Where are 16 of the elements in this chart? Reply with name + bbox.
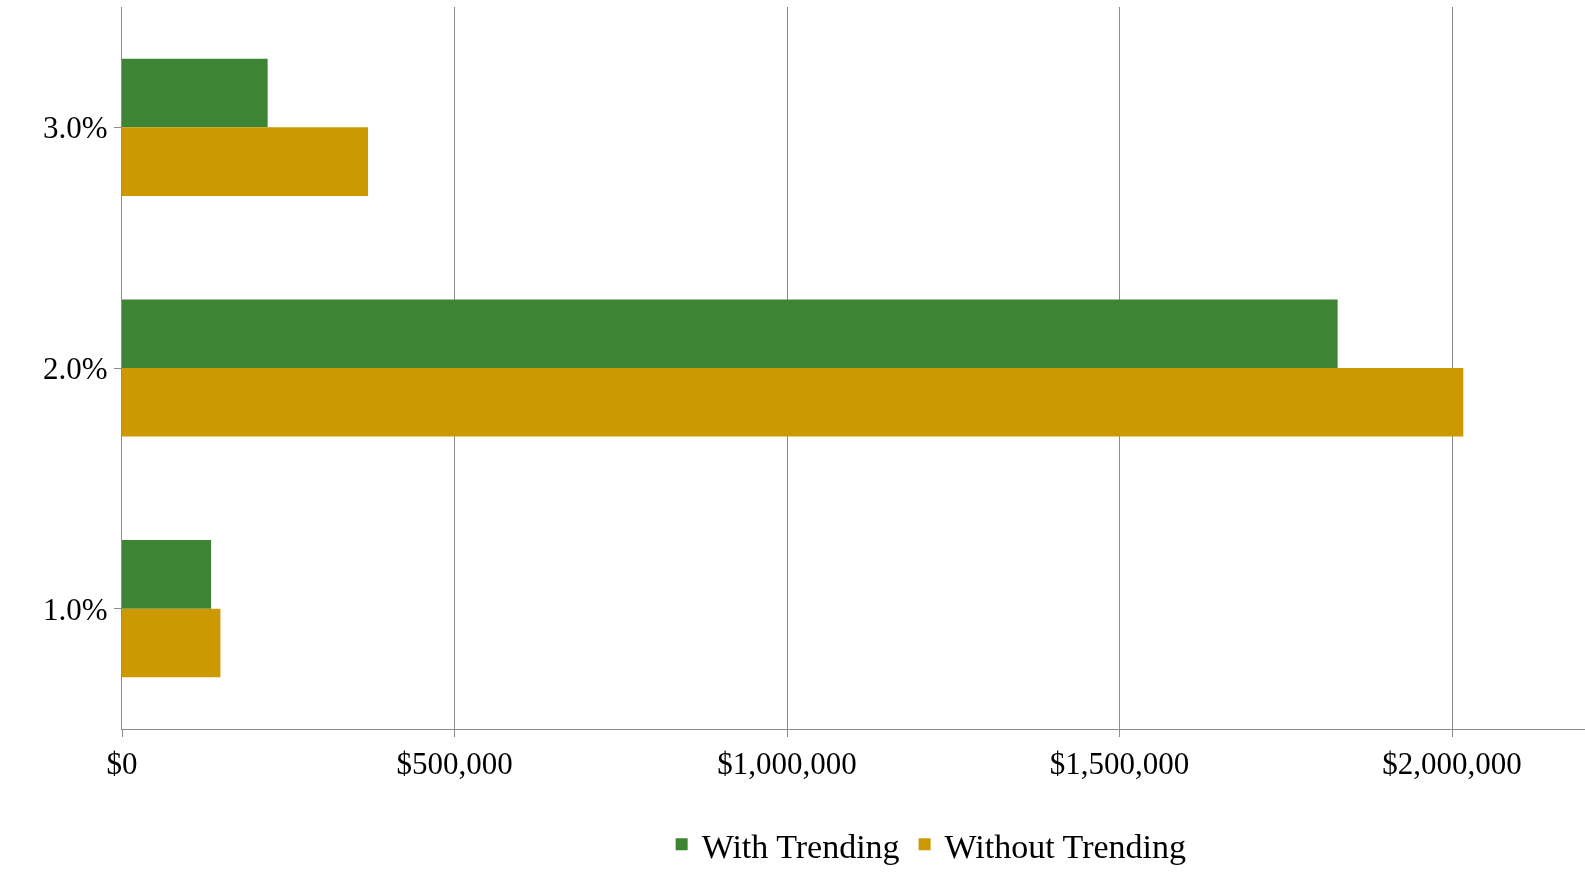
- bar: [122, 127, 369, 196]
- bar: [122, 608, 221, 678]
- y-tick-label: 2.0%: [43, 350, 108, 386]
- bar: [122, 299, 1338, 368]
- bar: [122, 58, 268, 128]
- bar: [122, 368, 1464, 437]
- legend-label: Without Trending: [944, 827, 1186, 865]
- x-tick-label: $0: [106, 746, 138, 782]
- x-tick-label: $1,000,000: [717, 746, 857, 782]
- x-tick-label: $500,000: [396, 746, 513, 782]
- x-tick-label: $2,000,000: [1382, 746, 1522, 782]
- x-tick-label: $1,500,000: [1049, 746, 1190, 782]
- legend-label: With Trending: [701, 827, 900, 865]
- y-tick-label: 3.0%: [43, 110, 108, 146]
- bar: [122, 540, 212, 609]
- y-tick-label: 1.0%: [43, 591, 108, 627]
